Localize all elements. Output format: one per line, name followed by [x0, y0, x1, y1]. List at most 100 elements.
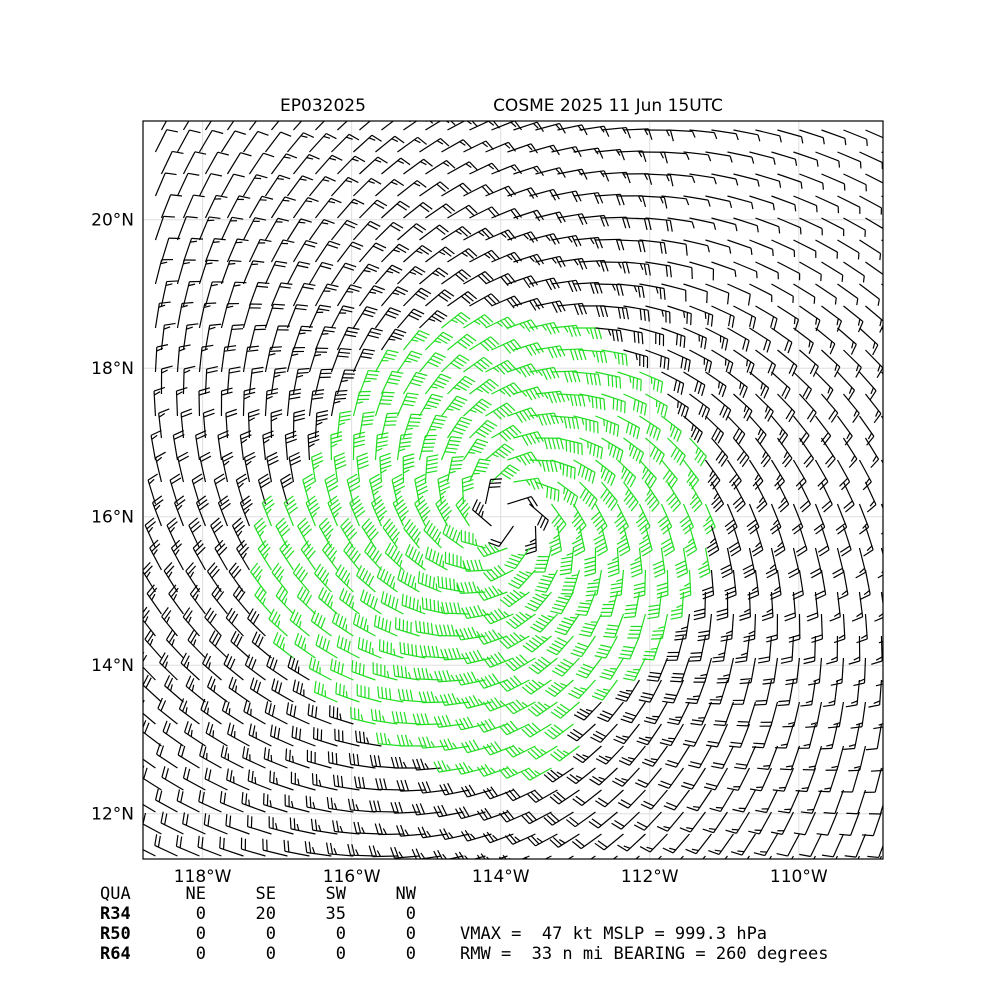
barb-feather: [545, 324, 552, 335]
barb-feather: [413, 308, 425, 315]
barb-feather: [778, 226, 781, 234]
barb-staff: [353, 177, 372, 197]
barb-staff: [331, 177, 349, 197]
wind-barb: [403, 158, 433, 175]
barb-staff: [529, 321, 554, 329]
wind-barb: [733, 261, 758, 279]
barb-feather: [581, 303, 587, 315]
barb-feather: [296, 304, 308, 307]
barb-feather: [452, 456, 464, 459]
barb-feather: [373, 285, 385, 291]
wind-barb: [667, 217, 695, 229]
barb-feather: [506, 254, 513, 261]
barb-feather: [794, 319, 800, 331]
barb-staff: [513, 165, 538, 175]
barb-feather: [675, 333, 679, 346]
wind-barb: [176, 259, 196, 285]
barb-feather: [567, 325, 574, 338]
barb-staff: [705, 195, 730, 202]
barb-feather: [437, 310, 448, 317]
barb-feather: [526, 188, 535, 199]
barb-feather: [319, 265, 332, 270]
barb-feather: [562, 464, 565, 476]
barb-staff: [308, 304, 321, 329]
barb-feather: [295, 307, 307, 311]
barb-feather: [419, 605, 422, 613]
barb-feather: [615, 149, 621, 156]
wind-barb: [771, 283, 794, 303]
wind-barb: [352, 263, 380, 285]
wind-barb: [705, 283, 730, 305]
wind-barb: [375, 264, 403, 285]
wind-barb: [623, 217, 652, 231]
barb-staff: [645, 261, 671, 267]
barb-staff: [507, 231, 532, 241]
barb-staff: [491, 295, 515, 307]
wind-barb: [330, 305, 355, 329]
barb-staff: [425, 203, 447, 219]
barb-feather: [735, 224, 738, 232]
wind-barb: [705, 239, 732, 254]
barb-feather: [451, 459, 463, 462]
barb-feather: [637, 240, 642, 253]
wind-barb: [513, 297, 544, 311]
barb-staff: [204, 121, 212, 131]
wind-barb: [843, 129, 868, 146]
barb-feather: [619, 284, 624, 296]
barb-feather: [368, 180, 375, 184]
wind-barb: [154, 172, 177, 197]
barb-feather: [570, 466, 572, 479]
wind-barb: [573, 236, 603, 249]
barb-feather: [484, 253, 491, 259]
wind-barb: [595, 283, 624, 296]
barb-staff: [154, 303, 160, 329]
barb-staff: [683, 327, 707, 339]
barb-staff: [513, 297, 538, 307]
barb-feather: [637, 150, 643, 158]
barb-feather: [413, 225, 424, 234]
barb-staff: [661, 239, 687, 245]
wind-barb: [226, 324, 244, 351]
barb-staff: [352, 263, 370, 285]
barb-feather: [342, 684, 345, 697]
barb-staff: [491, 164, 515, 175]
wind-barb: [425, 289, 455, 307]
barb-feather: [753, 742, 765, 745]
wind-barb: [865, 129, 883, 139]
barb-staff: [248, 121, 258, 131]
barb-staff: [198, 173, 212, 197]
wind-barb: [441, 311, 471, 329]
barb-feather: [581, 124, 588, 136]
wind-barb: [821, 305, 843, 332]
barb-feather: [659, 242, 663, 254]
barb-feather: [304, 243, 316, 248]
barb-feather: [391, 264, 403, 271]
wind-barb: [755, 261, 779, 280]
barb-feather: [344, 222, 356, 229]
barb-feather: [612, 398, 615, 410]
wind-barb: [859, 283, 880, 306]
wind-barb: [353, 134, 382, 153]
barb-staff: [705, 283, 729, 294]
barb-feather: [423, 158, 433, 167]
wind-barb: [220, 302, 240, 329]
barb-feather: [729, 201, 733, 209]
barb-feather: [641, 195, 647, 208]
barb-feather: [707, 154, 712, 162]
wind-barb: [821, 217, 845, 237]
wind-barb: [314, 197, 342, 219]
wind-barb: [380, 328, 407, 351]
barb-feather: [164, 322, 176, 326]
wind-barb: [749, 195, 775, 211]
barb-feather: [398, 243, 410, 251]
barb-staff: [463, 140, 487, 153]
barb-feather: [238, 195, 251, 199]
barb-feather: [385, 313, 397, 319]
barb-feather: [331, 154, 343, 161]
barb-feather: [187, 172, 200, 176]
wind-barb: [507, 275, 539, 289]
barb-feather: [532, 167, 539, 173]
wind-barb: [815, 327, 836, 355]
barb-staff: [799, 305, 821, 321]
barb-feather: [541, 324, 547, 331]
